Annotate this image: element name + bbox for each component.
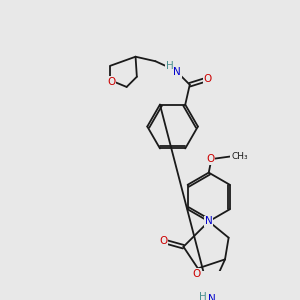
Text: O: O: [159, 236, 168, 246]
Text: N: N: [173, 67, 181, 77]
Text: H: H: [200, 292, 207, 300]
Text: O: O: [206, 154, 215, 164]
Text: O: O: [204, 74, 212, 84]
Text: H: H: [166, 61, 174, 71]
Text: O: O: [107, 77, 116, 87]
Text: CH₃: CH₃: [231, 152, 248, 161]
Text: N: N: [205, 216, 213, 226]
Text: N: N: [208, 294, 216, 300]
Text: O: O: [192, 269, 200, 279]
